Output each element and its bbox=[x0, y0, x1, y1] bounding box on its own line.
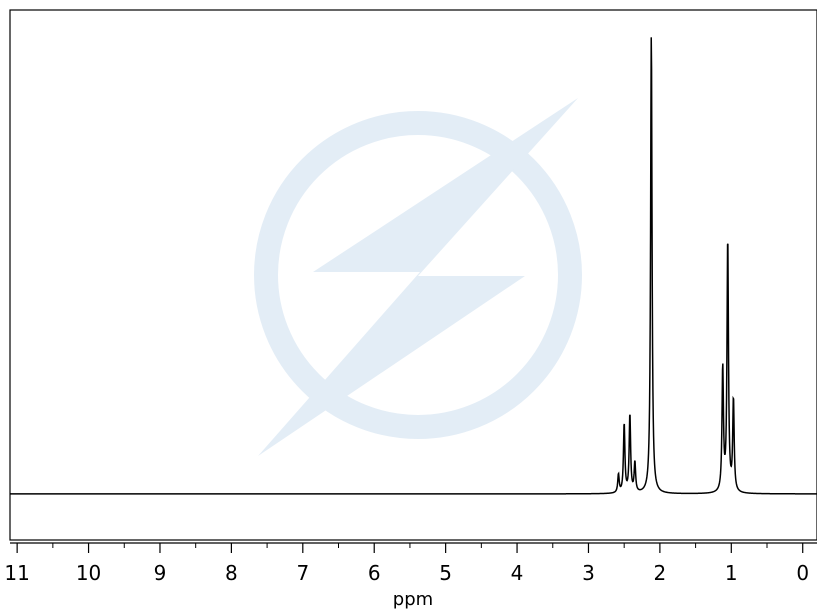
x-tick-label: 10 bbox=[76, 561, 101, 585]
x-tick-label: 4 bbox=[511, 561, 524, 585]
x-axis: 11 10 9 8 7 6 5 4 3 2 1 0 bbox=[4, 542, 817, 585]
x-tick-label: 0 bbox=[796, 561, 809, 585]
x-tick-label: 8 bbox=[225, 561, 238, 585]
watermark-bolt bbox=[258, 98, 578, 456]
x-axis-title: ppm bbox=[393, 589, 433, 610]
x-tick-label: 11 bbox=[4, 561, 29, 585]
x-tick-label: 7 bbox=[296, 561, 309, 585]
x-tick-label: 2 bbox=[654, 561, 667, 585]
spectrum-peaks bbox=[618, 33, 733, 494]
watermark-ring bbox=[254, 111, 582, 439]
spectrum-trace bbox=[10, 37, 817, 495]
x-tick-label: 9 bbox=[154, 561, 167, 585]
x-tick-label: 1 bbox=[725, 561, 738, 585]
x-tick-label: 5 bbox=[439, 561, 452, 585]
plot-frame bbox=[9, 9, 817, 541]
x-tick-label: 6 bbox=[368, 561, 381, 585]
x-tick-label: 3 bbox=[582, 561, 595, 585]
watermark-logo bbox=[254, 98, 582, 456]
